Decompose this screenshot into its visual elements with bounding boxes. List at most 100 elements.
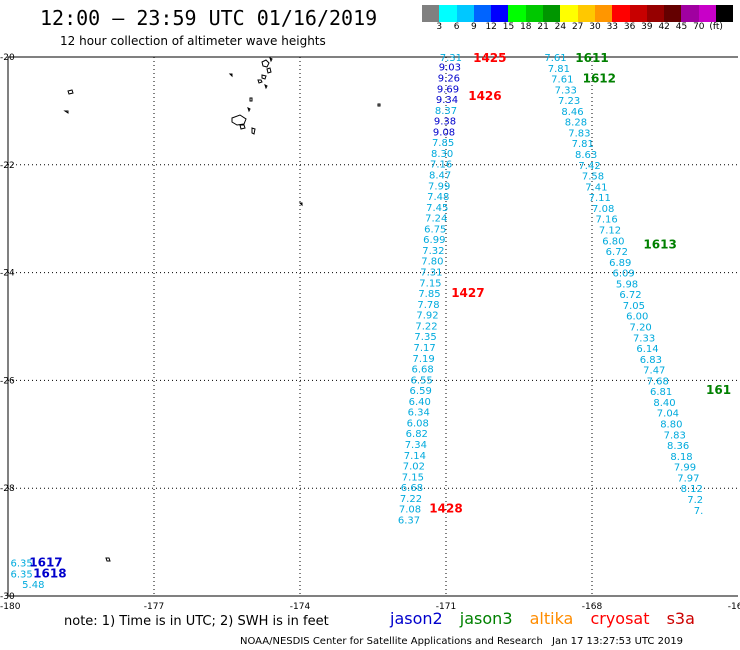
colorbar-label: 12 [485,22,497,32]
pass-number-label: 1617 [29,556,62,570]
wave-height-reading: 7.22 [400,494,422,505]
wave-height-reading: 7.2 [687,495,703,506]
lat-tick-label: -30 [0,592,15,602]
legend-s3a: s3a [666,609,695,628]
wave-height-reading: 8.18 [670,452,692,463]
wave-height-reading: 7.23 [558,96,580,107]
lat-tick-label: -26 [0,376,15,386]
footer-timestamp: Jan 17 13:27:53 UTC 2019 [552,636,684,647]
wave-height-reading: 7.34 [405,440,427,451]
wave-height-reading: 6.81 [650,387,672,398]
pass-number-label: 1618 [33,566,66,580]
wave-height-reading: 5.48 [22,580,44,591]
wave-height-reading: 6.80 [602,236,624,247]
wave-height-reading: 9.34 [436,95,458,106]
wave-height-reading: 6.82 [406,429,428,440]
colorbar-swatch [422,5,440,22]
wave-height-reading: 7.15 [402,472,424,483]
map-title: 12:00 — 23:59 UTC 01/16/2019 [40,6,378,30]
colorbar-label: 42 [658,22,670,32]
wave-height-reading: 7.24 [425,214,447,225]
wave-height-reading: 7.31 [420,268,442,279]
pass-number-label: 1613 [643,238,676,252]
map-grid [7,56,738,597]
wave-height-reading: 8.40 [653,398,675,409]
wave-height-reading: 7.19 [412,354,434,365]
colorbar-label: 24 [554,22,567,32]
wave-height-reading: 7.58 [582,172,604,183]
wave-height-reading: 6.37 [398,515,420,526]
wave-height-reading: 6.55 [411,375,433,386]
wave-height-reading: 6.75 [424,224,446,235]
colorbar-label: 3 [436,22,443,32]
colorbar-labels: 3 6 9 12 15 18 21 24 27 30 33 36 39 42 45 70 (ft) [422,22,740,34]
wave-height-reading: 6.83 [640,355,662,366]
pass-number-label: 1426 [468,89,501,103]
islands [63,57,381,562]
wave-height-reading: 7.20 [630,323,652,334]
pass-number-label: 1427 [451,286,484,300]
colorbar-swatch [473,5,492,22]
wave-height-reading: 7.05 [623,301,645,312]
wave-height-reading: 8.28 [565,118,587,129]
colorbar-swatch [508,5,526,22]
colorbar-swatch [525,5,544,22]
wave-height-reading: 7.35 [414,332,436,343]
wave-height-reading: 7.99 [674,463,696,474]
wave-height-reading: 7.02 [403,462,425,473]
pass-number-label: 1612 [583,72,616,86]
wave-height-reading: 9.08 [433,127,455,138]
wave-height-reading: 7.99 [428,181,450,192]
lat-tick-label: -28 [0,484,15,494]
wave-height-reading: 7.68 [647,376,669,387]
lat-tick-label: -22 [0,161,15,171]
colorbar-swatch [543,5,561,22]
colorbar-label: 36 [623,22,636,32]
colorbar [422,5,734,22]
lat-tick-label: -20 [0,53,15,63]
pass-number-label: 1425 [473,51,506,65]
colorbar-label: 21 [537,22,549,32]
legend-altika: altika [529,609,574,628]
island-shape [257,57,273,90]
wave-height-reading: 9.03 [439,63,461,74]
wave-height-reading: 7.81 [548,64,570,75]
wave-height-reading: 7.04 [657,409,679,420]
wave-height-reading: 6.68 [401,483,423,494]
wave-height-reading: 7.97 [677,473,699,484]
map-subtitle: 12 hour collection of altimeter wave hei… [60,34,326,48]
colorbar-label: 18 [520,22,532,32]
lon-tick-label: -168 [582,602,603,612]
colorbar-swatch [612,5,630,22]
colorbar-swatch [664,5,682,22]
wave-height-reading: 7.33 [633,333,655,344]
wave-height-reading: 7.41 [585,182,607,193]
wave-height-reading: 7.16 [430,160,452,171]
colorbar-label: 9 [471,22,477,32]
wave-height-reading: 7.45 [426,203,448,214]
colorbar-swatch [716,5,734,22]
colorbar-label: (ft) [709,22,723,32]
colorbar-swatch [646,5,665,22]
wave-height-reading: 7.83 [664,430,686,441]
colorbar-label: 27 [571,22,584,32]
colorbar-swatch [594,5,613,22]
wave-height-reading: 7.80 [421,257,443,268]
wave-height-reading: 7.42 [578,161,600,172]
wave-height-reading: 8.63 [575,150,597,161]
wave-height-reading: 7.83 [568,128,590,139]
colorbar-label: 30 [589,22,601,32]
wave-height-reading: 6.00 [626,312,648,323]
wave-height-reading: 9.69 [437,84,459,95]
colorbar-label: 45 [675,22,688,32]
colorbar-label: 39 [641,22,653,32]
wave-height-reading: 6.09 [613,269,635,280]
wave-height-reading: 7. [694,506,704,517]
island-shape [231,97,256,135]
wave-height-reading: 8.37 [435,106,457,117]
wave-height-reading: 7.81 [572,139,594,150]
colorbar-label: 6 [453,22,460,32]
footer-note: note: 1) Time is in UTC; 2) SWH is in fe… [64,614,329,629]
colorbar-label: 33 [606,22,619,32]
